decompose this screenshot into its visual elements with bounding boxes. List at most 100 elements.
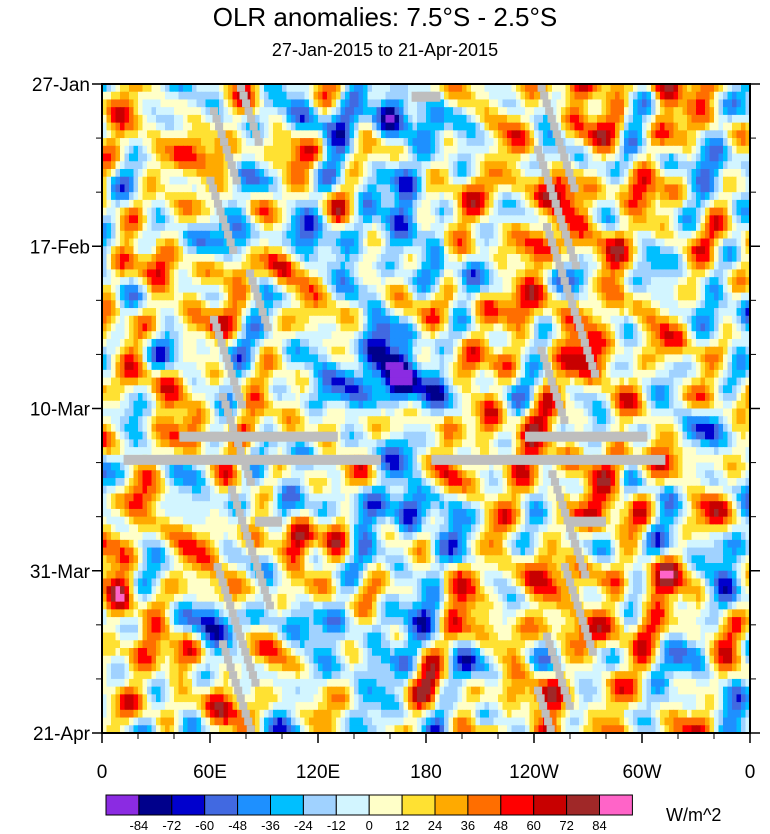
field-cell: [714, 145, 720, 155]
field-cell: [255, 230, 261, 240]
field-cell: [534, 277, 540, 286]
field-cell: [444, 122, 450, 131]
field-cell: [336, 168, 342, 178]
field-cell: [237, 168, 243, 178]
field-cell: [538, 184, 544, 193]
field-cell: [660, 338, 666, 348]
field-cell: [300, 176, 306, 186]
field-cell: [511, 331, 517, 340]
field-cell: [106, 246, 112, 255]
field-cell: [579, 153, 585, 162]
field-cell: [529, 308, 535, 317]
field-cell: [552, 91, 558, 101]
field-cell: [133, 138, 139, 147]
field-cell: [646, 176, 652, 186]
field-cell: [664, 107, 670, 116]
field-cell: [250, 207, 256, 216]
field-cell: [714, 308, 720, 317]
field-cell: [165, 130, 171, 139]
field-cell: [660, 246, 666, 255]
field-cell: [394, 269, 400, 278]
field-cell: [255, 199, 261, 209]
field-cell: [273, 238, 279, 247]
field-cell: [376, 277, 382, 286]
field-cell: [736, 91, 742, 101]
field-cell: [480, 338, 486, 348]
field-cell: [430, 238, 436, 247]
field-cell: [295, 346, 301, 356]
field-cell: [745, 284, 750, 294]
field-cell: [237, 338, 243, 348]
field-cell: [115, 199, 121, 209]
field-cell: [430, 246, 436, 255]
field-cell: [696, 130, 702, 139]
field-cell: [475, 346, 481, 356]
field-cell: [520, 168, 526, 178]
field-cell: [160, 184, 166, 193]
field-cell: [579, 246, 585, 255]
field-cell: [628, 253, 634, 263]
field-cell: [241, 253, 247, 263]
field-cell: [678, 230, 684, 240]
field-cell: [606, 192, 612, 201]
field-cell: [111, 277, 117, 286]
field-cell: [525, 192, 531, 201]
field-cell: [489, 308, 495, 317]
field-cell: [120, 84, 126, 93]
field-cell: [520, 223, 526, 232]
field-cell: [682, 91, 688, 101]
field-cell: [304, 300, 310, 309]
field-cell: [507, 277, 513, 286]
field-cell: [480, 184, 486, 193]
field-cell: [669, 130, 675, 139]
field-cell: [115, 91, 121, 101]
field-cell: [489, 338, 495, 348]
field-cell: [331, 91, 337, 101]
field-cell: [300, 184, 306, 193]
field-cell: [466, 199, 472, 209]
field-cell: [304, 207, 310, 216]
field-cell: [520, 284, 526, 294]
field-cell: [601, 107, 607, 116]
field-cell: [462, 215, 468, 224]
field-cell: [633, 223, 639, 232]
field-cell: [219, 114, 225, 124]
field-cell: [381, 246, 387, 255]
field-cell: [232, 84, 238, 93]
field-cell: [196, 253, 202, 263]
field-cell: [583, 130, 589, 139]
field-cell: [520, 122, 526, 131]
field-cell: [169, 308, 175, 317]
field-cell: [583, 223, 589, 232]
field-cell: [691, 230, 697, 240]
field-cell: [453, 323, 459, 332]
field-cell: [453, 346, 459, 356]
field-cell: [588, 253, 594, 263]
field-cell: [304, 315, 310, 325]
field-cell: [277, 261, 283, 271]
field-cell: [201, 184, 207, 193]
field-cell: [277, 145, 283, 155]
field-cell: [556, 192, 562, 201]
field-cell: [264, 261, 270, 271]
field-cell: [214, 145, 220, 155]
field-cell: [336, 230, 342, 240]
field-cell: [592, 168, 598, 178]
field-cell: [714, 91, 720, 101]
field-cell: [660, 331, 666, 340]
field-cell: [732, 284, 738, 294]
field-cell: [322, 284, 328, 294]
field-cell: [502, 84, 508, 93]
field-cell: [723, 176, 729, 186]
field-cell: [129, 277, 135, 286]
field-cell: [520, 130, 526, 139]
field-cell: [417, 153, 423, 162]
field-cell: [691, 84, 697, 93]
field-cell: [637, 277, 643, 286]
field-cell: [255, 215, 261, 224]
field-cell: [322, 176, 328, 186]
field-cell: [592, 284, 598, 294]
field-cell: [219, 238, 225, 247]
field-cell: [115, 207, 121, 216]
field-cell: [444, 308, 450, 317]
